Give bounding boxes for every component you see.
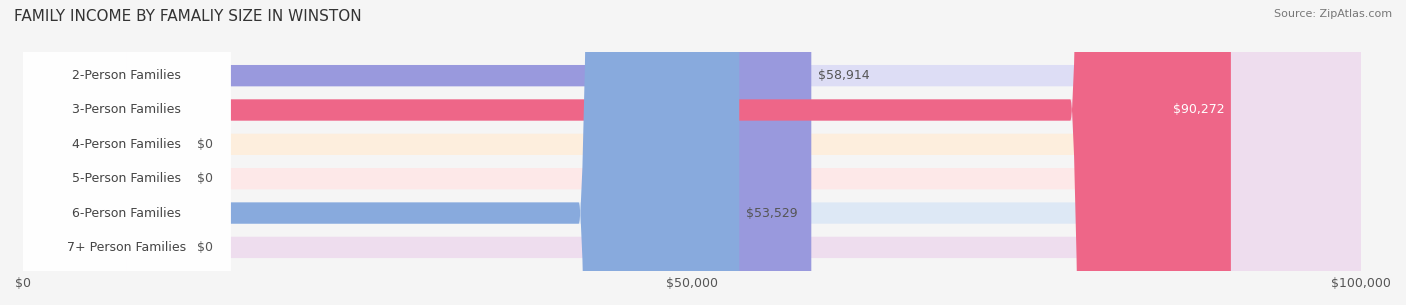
FancyBboxPatch shape: [22, 0, 184, 305]
FancyBboxPatch shape: [22, 0, 231, 305]
Text: $0: $0: [197, 172, 212, 185]
FancyBboxPatch shape: [22, 0, 231, 305]
FancyBboxPatch shape: [22, 0, 231, 305]
Text: FAMILY INCOME BY FAMALIY SIZE IN WINSTON: FAMILY INCOME BY FAMALIY SIZE IN WINSTON: [14, 9, 361, 24]
Text: $58,914: $58,914: [818, 69, 870, 82]
FancyBboxPatch shape: [22, 0, 1361, 305]
FancyBboxPatch shape: [22, 0, 231, 305]
Text: 7+ Person Families: 7+ Person Families: [67, 241, 186, 254]
Text: 2-Person Families: 2-Person Families: [72, 69, 181, 82]
FancyBboxPatch shape: [22, 0, 1361, 305]
FancyBboxPatch shape: [22, 0, 1230, 305]
FancyBboxPatch shape: [22, 0, 740, 305]
FancyBboxPatch shape: [22, 0, 1361, 305]
FancyBboxPatch shape: [22, 0, 811, 305]
Text: $53,529: $53,529: [747, 206, 797, 220]
FancyBboxPatch shape: [22, 0, 231, 305]
Text: 3-Person Families: 3-Person Families: [72, 103, 181, 117]
Text: 5-Person Families: 5-Person Families: [72, 172, 181, 185]
Text: Source: ZipAtlas.com: Source: ZipAtlas.com: [1274, 9, 1392, 19]
FancyBboxPatch shape: [22, 0, 184, 305]
FancyBboxPatch shape: [22, 0, 184, 305]
Text: $90,272: $90,272: [1173, 103, 1225, 117]
Text: 4-Person Families: 4-Person Families: [72, 138, 181, 151]
FancyBboxPatch shape: [22, 0, 1361, 305]
FancyBboxPatch shape: [22, 0, 1361, 305]
Text: 6-Person Families: 6-Person Families: [72, 206, 181, 220]
Text: $0: $0: [197, 138, 212, 151]
FancyBboxPatch shape: [22, 0, 231, 305]
Text: $0: $0: [197, 241, 212, 254]
FancyBboxPatch shape: [22, 0, 1361, 305]
